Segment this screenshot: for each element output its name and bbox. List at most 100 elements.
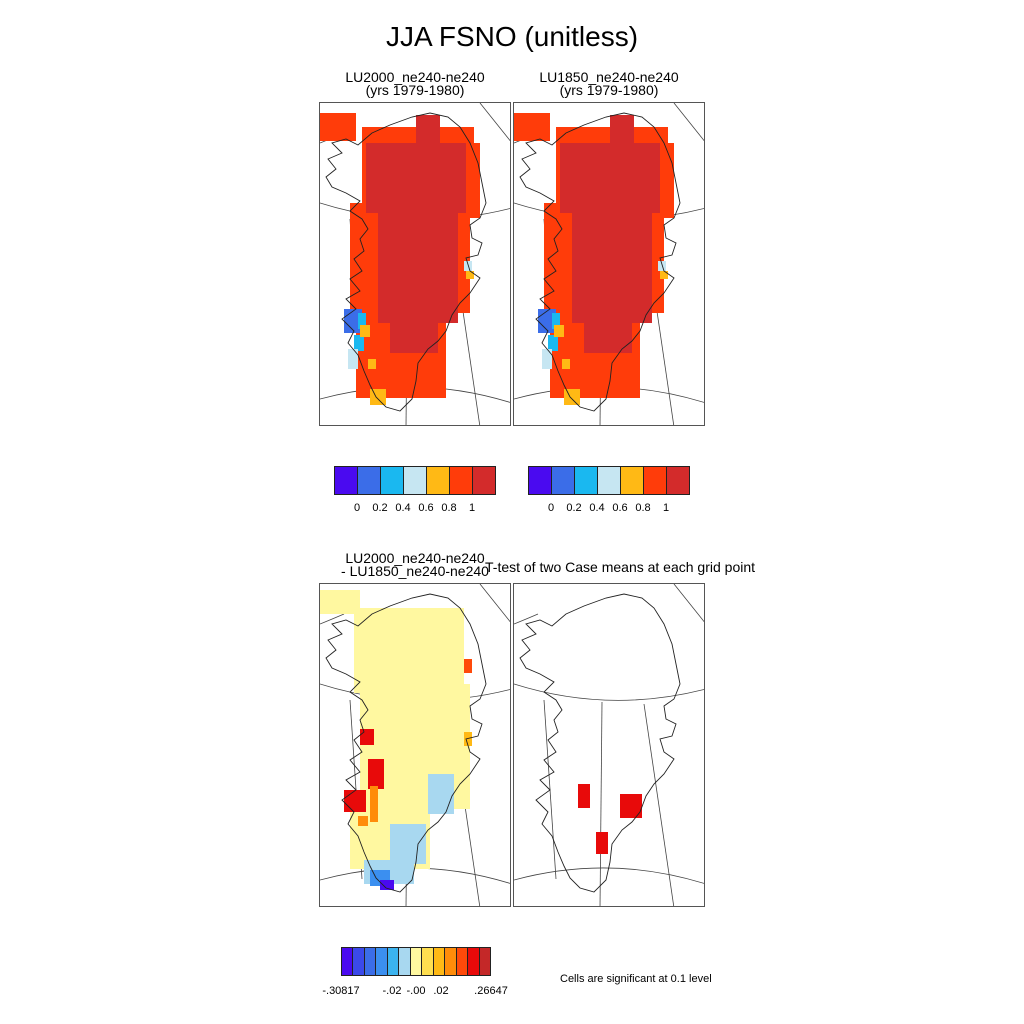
meridian-line (479, 103, 510, 142)
grid-cell (548, 335, 558, 351)
colorbar-swatch (427, 467, 450, 494)
coastline-path (325, 593, 487, 893)
map-svg-3 (320, 584, 510, 906)
grid-cell (596, 832, 608, 854)
colorbar-swatch (479, 948, 491, 975)
colorbar-lu1850 (528, 466, 690, 495)
grid-cell (380, 880, 394, 890)
colorbar-swatch (473, 467, 495, 494)
grid-cell (464, 732, 472, 746)
grid-cell (562, 359, 570, 369)
colorbar-swatch (598, 467, 621, 494)
meridian-line (479, 584, 510, 623)
cbar3-tick: -.00 (406, 985, 426, 997)
panel1-title-line2: (yrs 1979-1980) (365, 82, 465, 98)
grid-cell (348, 349, 358, 369)
cbar3-tick: -.02 (382, 985, 402, 997)
grid-cell (466, 271, 474, 279)
meridian-line (514, 867, 704, 884)
grid-cell (354, 608, 464, 693)
grid-cell (344, 309, 362, 333)
grid-cell (542, 349, 552, 369)
grid-cell (390, 824, 426, 864)
cbar2-tick: 0.6 (612, 502, 628, 514)
field-cells (320, 590, 472, 890)
colorbar-swatch (381, 467, 404, 494)
grid-cell (370, 786, 378, 822)
grid-cell (344, 790, 366, 812)
grid-cell (620, 794, 642, 818)
colorbar-swatch (468, 948, 480, 975)
map-panel-difference (319, 583, 511, 907)
meridian-line (599, 701, 603, 906)
cbar1-tick: 0 (353, 502, 361, 514)
grid-cell (360, 729, 374, 745)
colorbar-swatch (410, 948, 423, 975)
meridian-line (643, 703, 675, 906)
grid-cell (572, 213, 652, 323)
panel2-title-line2: (yrs 1979-1980) (559, 82, 659, 98)
meridian-line (673, 584, 704, 623)
meridian-line (514, 613, 539, 625)
grid-cell (370, 389, 386, 405)
colorbar-swatch (667, 467, 689, 494)
grid-cell (662, 143, 674, 218)
coastline (325, 593, 487, 893)
cbar3-tick: .02 (433, 985, 449, 997)
grid-cell (514, 113, 550, 141)
grid-cell (428, 774, 454, 814)
map-panel-lu1850 (513, 102, 705, 426)
colorbar-swatch (445, 948, 457, 975)
grid-cell (368, 759, 384, 789)
grid-cell (552, 313, 560, 329)
colorbar-swatch (376, 948, 388, 975)
grid-cell (578, 784, 590, 808)
cbar3-tick: .26647 (474, 985, 508, 997)
meridian-line (320, 613, 345, 625)
meridian-line (673, 103, 704, 142)
grid-cell (378, 213, 458, 323)
field-cells (514, 113, 674, 405)
grid-cell (358, 816, 368, 826)
grid-cell (360, 325, 370, 337)
colorbar-swatch (353, 948, 365, 975)
cbar2-tick: 1 (662, 502, 670, 514)
panel2-title-line1: LU1850_ne240-ne240 (539, 69, 679, 85)
grid-cell (584, 323, 632, 353)
meridian-line (514, 683, 704, 701)
grid-cell (368, 359, 376, 369)
colorbar-swatch (358, 467, 381, 494)
map-svg-4 (514, 584, 704, 906)
field-cells (578, 784, 642, 854)
map-svg-2 (514, 103, 704, 425)
grid-cell (416, 115, 440, 143)
cbar1-tick: 0.4 (395, 502, 411, 514)
map-panel-ttest (513, 583, 705, 907)
colorbar-swatch (342, 948, 354, 975)
grid-cell (366, 143, 466, 213)
panel3-title-line1: LU2000_ne240-ne240 (345, 550, 485, 566)
cbar1-tick: 0.2 (372, 502, 388, 514)
colorbar-swatch (422, 948, 434, 975)
coastline-path (519, 112, 681, 412)
cbar3-tick: -.30817 (322, 985, 360, 997)
colorbar-swatch (335, 467, 358, 494)
colorbar-swatch (456, 948, 469, 975)
grid-cell (464, 659, 472, 673)
coastline-path (325, 112, 487, 412)
field-cells (320, 113, 480, 405)
colorbar-swatch (399, 948, 411, 975)
colorbar-swatch (529, 467, 552, 494)
grid-cell (538, 309, 556, 333)
colorbar-swatch (621, 467, 644, 494)
cbar2-tick: 0.2 (566, 502, 582, 514)
cbar2-tick: 0.8 (635, 502, 651, 514)
map-panel-lu2000 (319, 102, 511, 426)
significance-note: Cells are significant at 0.1 level (560, 973, 712, 985)
colorbar-difference (341, 947, 491, 976)
main-title: JJA FSNO (unitless) (385, 21, 639, 52)
grid-cell (468, 143, 480, 218)
cbar1-tick: 0.8 (441, 502, 457, 514)
colorbar-swatch (404, 467, 427, 494)
coastline (325, 112, 487, 412)
